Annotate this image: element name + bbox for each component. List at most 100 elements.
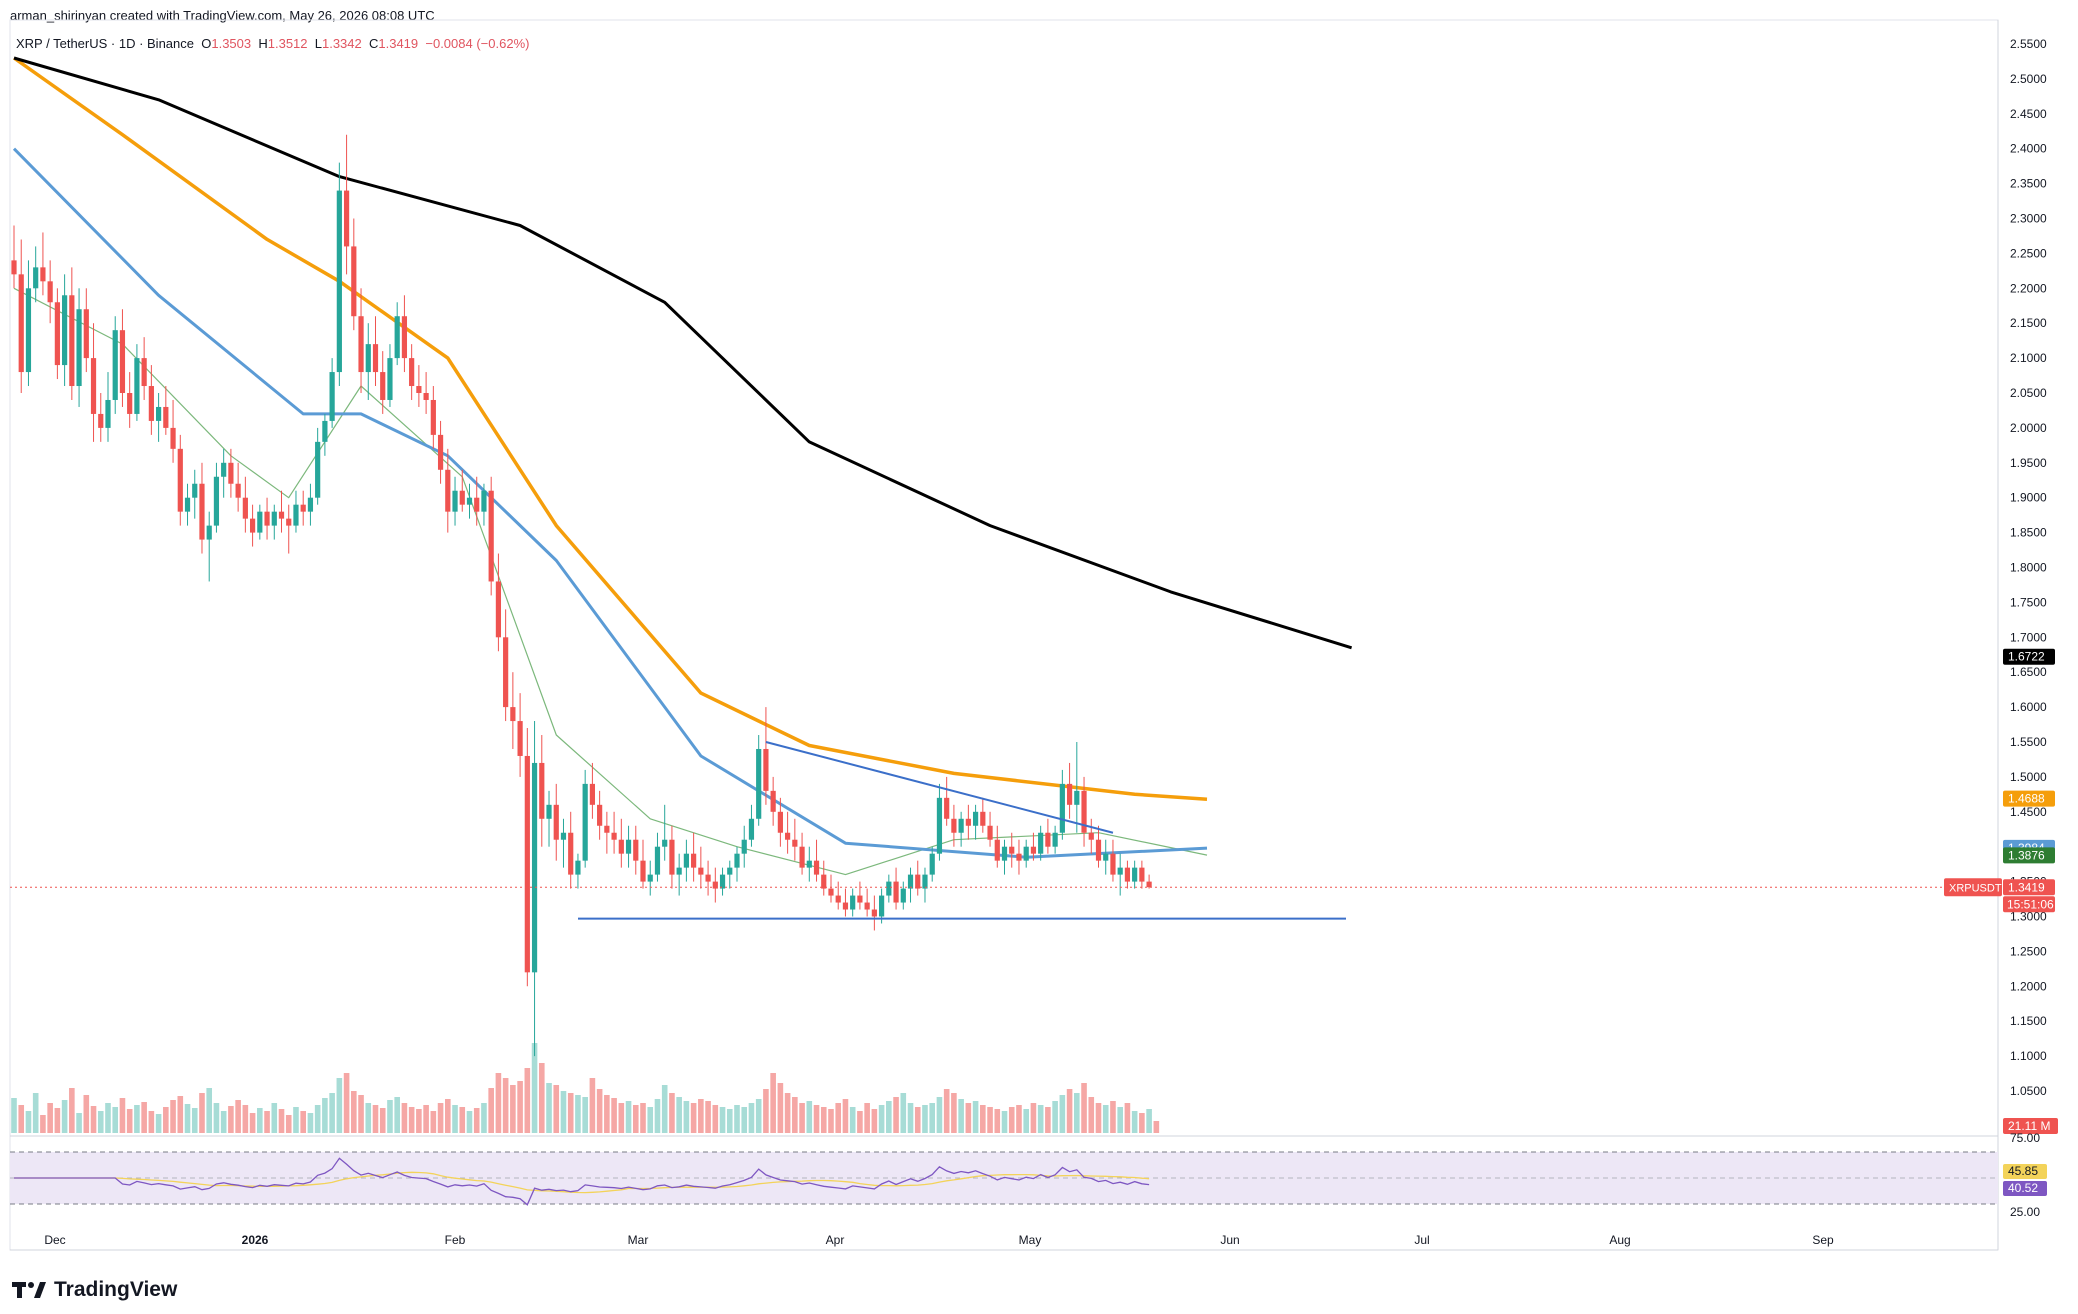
candle — [358, 288, 364, 393]
candle — [958, 811, 964, 847]
candle — [821, 860, 827, 896]
candle — [459, 469, 465, 512]
volume-bar — [40, 1115, 46, 1133]
volume-bar — [242, 1105, 249, 1133]
price-tick-label: 1.6000 — [2010, 700, 2047, 714]
rsi-ma-badge — [2003, 1164, 2047, 1179]
candle — [307, 483, 314, 526]
candle-body — [1110, 853, 1116, 875]
volume-bar — [199, 1093, 205, 1133]
candle-body — [777, 811, 783, 833]
volume-bar — [611, 1098, 617, 1133]
candle — [184, 483, 191, 526]
candle — [206, 511, 212, 582]
symbol-legend: XRP / TetherUS · 1D · Binance O1.3503 H1… — [16, 36, 529, 51]
candle-body — [741, 839, 747, 854]
candle-body — [474, 497, 480, 512]
candle — [228, 448, 234, 498]
candle-body — [560, 832, 567, 840]
candle — [618, 818, 624, 868]
close-label: C — [368, 36, 379, 51]
volume-bar — [857, 1111, 863, 1133]
candle — [322, 413, 328, 456]
candle-body — [156, 406, 162, 421]
candle — [727, 860, 733, 889]
price-tick-label: 2.2000 — [2010, 281, 2047, 295]
candle-body — [879, 895, 885, 917]
volume-bar — [264, 1111, 270, 1133]
price-tick-label: 1.9000 — [2010, 491, 2047, 505]
volume-bar — [495, 1073, 502, 1133]
candle — [293, 490, 299, 533]
volume-bar — [965, 1103, 972, 1133]
volume-bar — [271, 1103, 278, 1133]
candle — [1124, 860, 1131, 889]
candle — [466, 483, 473, 519]
volume-bar — [719, 1107, 726, 1133]
candle-body — [691, 853, 697, 868]
time-tick-label: Jul — [1414, 1233, 1429, 1247]
candle — [170, 399, 176, 463]
price-tick-label: 2.4500 — [2010, 107, 2047, 121]
price-tick-label: 2.0000 — [2010, 421, 2047, 435]
candle-body — [430, 399, 436, 435]
volume-value-text: 21.11 M — [2008, 1119, 2050, 1133]
candle — [691, 832, 697, 882]
volume-bar — [980, 1105, 986, 1133]
candle-body — [307, 497, 314, 512]
axis-value-badge — [2003, 847, 2055, 864]
candle — [329, 358, 335, 428]
candle-body — [1009, 846, 1015, 854]
candle — [1139, 860, 1145, 889]
volume-bar — [69, 1088, 75, 1133]
volume-bar — [134, 1105, 140, 1133]
candle — [336, 162, 342, 387]
candle — [531, 721, 538, 1057]
volume-bar — [755, 1099, 762, 1133]
time-tick-label: Feb — [445, 1233, 466, 1247]
candle-body — [98, 413, 104, 428]
volume-bar — [1074, 1093, 1080, 1133]
volume-bar — [813, 1105, 820, 1133]
volume-bar — [618, 1103, 625, 1133]
candle — [640, 839, 646, 889]
volume-bar — [1052, 1101, 1058, 1133]
candle — [1009, 832, 1015, 868]
volume-bar — [83, 1095, 90, 1133]
candle-body — [857, 895, 863, 903]
candle-body — [662, 839, 668, 847]
candle-body — [813, 860, 820, 875]
candle-body — [372, 344, 379, 373]
candle-body — [1074, 790, 1080, 805]
tradingview-brand[interactable]: TradingView — [12, 1278, 177, 1302]
volume-bar — [293, 1107, 299, 1133]
candle — [380, 351, 386, 414]
volume-bar — [676, 1097, 682, 1133]
volume-bar — [445, 1099, 451, 1133]
candle — [864, 888, 870, 917]
volume-bar — [690, 1103, 697, 1133]
candle — [387, 344, 393, 407]
candle-body — [351, 246, 357, 317]
volume-bar — [1139, 1113, 1145, 1133]
volume-bar — [148, 1111, 155, 1133]
sma100-line — [12, 56, 1208, 801]
candle-body — [481, 490, 487, 512]
volume-bar — [589, 1078, 596, 1133]
candle-body — [25, 288, 32, 373]
candle — [756, 735, 762, 826]
candle-body — [792, 839, 798, 847]
candle — [980, 797, 986, 833]
candle-body — [821, 874, 827, 889]
candle-body — [221, 462, 227, 477]
price-tick-label: 2.4000 — [2010, 142, 2047, 156]
rsi-tick-75: 75.00 — [2010, 1131, 2040, 1145]
candle-body — [1016, 853, 1022, 861]
candle — [676, 853, 682, 896]
candle-body — [683, 853, 689, 868]
candle-body — [18, 274, 24, 373]
candle-body — [575, 860, 581, 875]
volume-bar — [546, 1083, 552, 1133]
candle — [575, 853, 581, 889]
